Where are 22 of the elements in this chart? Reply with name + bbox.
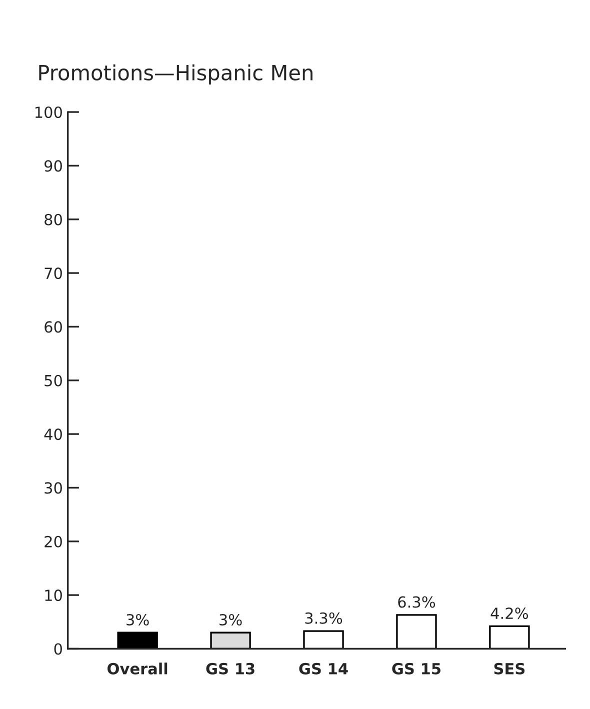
x-tick-label: GS 15: [392, 662, 440, 674]
y-tick-label: 80: [44, 214, 62, 226]
x-tick-label: SES: [494, 662, 525, 674]
y-tick-label: 40: [44, 428, 62, 440]
data-label: 3%: [220, 614, 242, 626]
y-tick-label: 10: [45, 590, 62, 602]
data-label: 6.3%: [398, 596, 436, 608]
data-label: 3%: [126, 614, 149, 626]
x-tick-label: GS 13: [206, 662, 254, 674]
y-tick-label: 50: [44, 374, 62, 386]
y-tick-label: 100: [36, 106, 62, 118]
chart-title: Promotions—Hispanic Men: [39, 64, 312, 85]
data-label: 3.3%: [305, 612, 342, 624]
y-tick-label: 30: [44, 482, 62, 494]
y-tick-label: 60: [44, 321, 62, 333]
data-label: 4.2%: [490, 608, 528, 620]
y-tick-label: 20: [44, 536, 62, 548]
y-tick-label: 70: [44, 268, 62, 280]
x-tick-label: Overall: [108, 662, 168, 674]
y-tick-label: 0: [54, 643, 62, 655]
x-tick-label: GS 14: [299, 662, 348, 674]
y-tick-label: 90: [44, 160, 62, 172]
